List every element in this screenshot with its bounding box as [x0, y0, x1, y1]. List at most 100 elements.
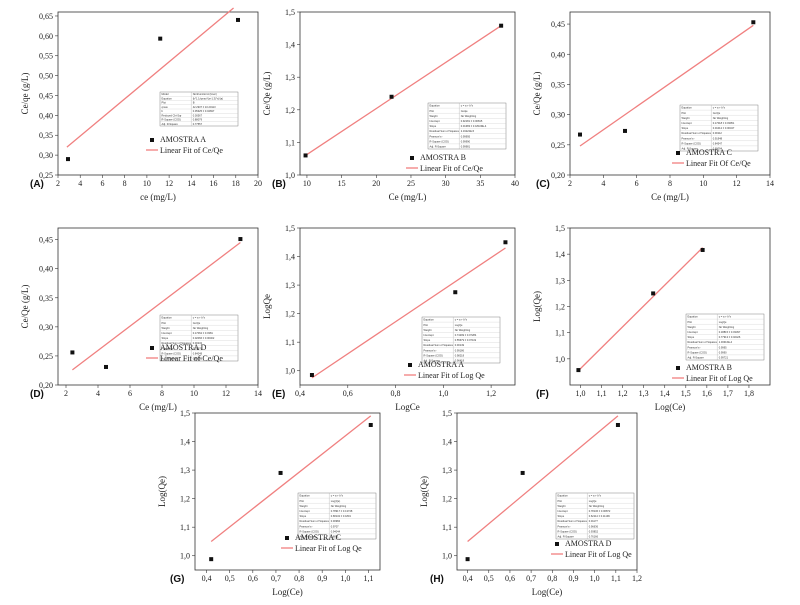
- legend-marker-point: [410, 156, 414, 160]
- stats-value: LogQe: [589, 499, 597, 503]
- data-point: [309, 373, 314, 378]
- panel-label: (H): [430, 574, 444, 585]
- x-tick-label: 1,8: [744, 389, 754, 398]
- stats-value: 0.98218: [455, 353, 465, 357]
- legend-entry: AMOSTRA B: [420, 153, 466, 162]
- legend-entry: AMOSTRA B: [686, 363, 732, 372]
- stats-value: 0.99981: [461, 145, 471, 149]
- x-tick-label: 14: [254, 389, 262, 398]
- chart-panel: 2 4 6 8 10 12 14 0,20 0,25 0,30 0,35 0,40 0,45 Ce (mg…: [532, 11, 774, 202]
- stats-value: 0.9995: [719, 345, 727, 349]
- stats-key: Adj. R-Square: [424, 359, 441, 363]
- x-tick-label: 0,6: [248, 574, 258, 583]
- x-tick-label: 18: [232, 179, 240, 188]
- y-tick-label: 1,5: [285, 8, 295, 17]
- legend: AMOSTRA A Linear Fit of Ce/Qe: [146, 135, 223, 155]
- x-tick-label: 8: [160, 389, 164, 398]
- legend-entry: AMOSTRA D: [565, 539, 612, 548]
- x-tick-label: 6: [635, 179, 639, 188]
- stats-table: Equation y = a + b*x Plot LogQe Weight No Wei…: [685, 313, 765, 361]
- legend-marker-point: [676, 366, 680, 370]
- x-tick-label: 20: [372, 179, 380, 188]
- data-point: [623, 128, 627, 133]
- data-point: [238, 237, 243, 242]
- y-tick-label: 0,30: [551, 111, 565, 120]
- stats-value: 0.9990: [719, 350, 727, 354]
- stats-key: Equation: [424, 318, 435, 322]
- stats-value: 0.91678: [193, 346, 203, 350]
- stats-value: y = a + b*x: [193, 316, 206, 320]
- stats-key: Equation: [162, 96, 173, 100]
- stats-key: qmax: [162, 106, 169, 109]
- stats-value: 42.2937 ± 10.20113: [193, 105, 216, 109]
- x-tick-label: 1,0: [590, 574, 600, 583]
- stats-key: Intercept: [300, 509, 310, 513]
- stats-key: Plot: [300, 499, 305, 503]
- data-point: [66, 157, 70, 162]
- stats-value: 0.78136 ± 0.06872: [589, 509, 611, 513]
- stats-key: Intercept: [682, 121, 692, 125]
- stats-value: 0.92181 ± 0.00815: [461, 119, 483, 123]
- x-tick-label: 14: [187, 179, 195, 188]
- y-tick-label: 1,4: [285, 41, 295, 50]
- x-tick-label: 8: [123, 179, 127, 188]
- x-tick-label: 1,0: [340, 574, 350, 583]
- y-tick-label: 0,50: [39, 72, 53, 81]
- stats-key: R-Square (COD): [430, 139, 449, 143]
- x-tick-label: 12: [222, 389, 230, 398]
- x-tick-label: 1,0: [438, 389, 448, 398]
- stats-value: LogQe: [455, 323, 463, 327]
- x-tick-label: 40: [511, 179, 519, 188]
- stats-value: 0.00567: [193, 113, 203, 117]
- data-point: [389, 94, 394, 99]
- stats-value: 0.05325 ± 0.04697: [193, 109, 215, 113]
- legend-marker-point: [408, 363, 412, 367]
- data-point: [158, 36, 163, 41]
- y-tick-label: 0,20: [39, 381, 53, 390]
- plot-frame: [57, 11, 259, 176]
- y-tick-label: 1,3: [555, 276, 565, 285]
- stats-key: Slope: [682, 126, 689, 130]
- x-tick-label: 0,4: [295, 389, 305, 398]
- x-tick-label: 0,5: [225, 574, 235, 583]
- stats-value: Log(Qe): [331, 499, 341, 503]
- legend-entry: Linear Fit of Log Qe: [418, 371, 485, 380]
- stats-value: 0.68132 ± 0.1819: [331, 514, 352, 518]
- stats-key: Adj. R-Square: [430, 145, 447, 149]
- stats-key: Residual Sum of Squares: [300, 519, 330, 523]
- legend-marker-point: [285, 536, 289, 540]
- y-axis-label: Log(Qe): [157, 476, 167, 507]
- fit-line: [66, 7, 234, 148]
- x-axis-label: Ce (mg/L): [389, 192, 427, 202]
- stats-value: 0.77913 ± 0.02426: [719, 335, 741, 339]
- stats-value: y = a + b*x: [455, 318, 468, 322]
- data-point: [453, 290, 458, 295]
- stats-key: Plot: [558, 499, 563, 503]
- stats-key: Adj. R-Square: [300, 535, 317, 539]
- stats-key: Pearson's r: [162, 346, 175, 350]
- stats-value: 0.93852: [589, 529, 599, 533]
- legend-entry: Linear Fit of Log Qe: [686, 374, 753, 383]
- legend: AMOSTRA B Linear Fit of Log Qe: [672, 363, 753, 383]
- plot-frame: [57, 227, 259, 386]
- y-axis-label: Ce/Qe (g/L): [20, 285, 30, 329]
- stats-value: 0.00149: [455, 343, 465, 347]
- stats-key: Residual Sum of Squares: [424, 343, 454, 347]
- stats-value: 0.96418: [455, 359, 465, 363]
- stats-table: Equation y = a + b*x Plot LogQe Weight No Wei…: [555, 492, 635, 540]
- y-tick-label: 0,40: [39, 111, 53, 120]
- stats-key: Intercept: [424, 333, 434, 337]
- x-tick-label: 20: [254, 179, 262, 188]
- stats-key: Slope: [558, 514, 565, 518]
- y-tick-label: 1,4: [285, 253, 295, 262]
- y-tick-label: 1,3: [442, 466, 452, 475]
- data-point: [70, 350, 75, 355]
- x-tick-label: 6: [128, 389, 132, 398]
- y-tick-label: 0,30: [39, 323, 53, 332]
- x-tick-label: 15: [338, 179, 346, 188]
- stats-key: Intercept: [688, 330, 698, 334]
- data-point: [578, 132, 582, 137]
- fit-line: [305, 25, 502, 156]
- x-tick-label: 1,2: [632, 574, 642, 583]
